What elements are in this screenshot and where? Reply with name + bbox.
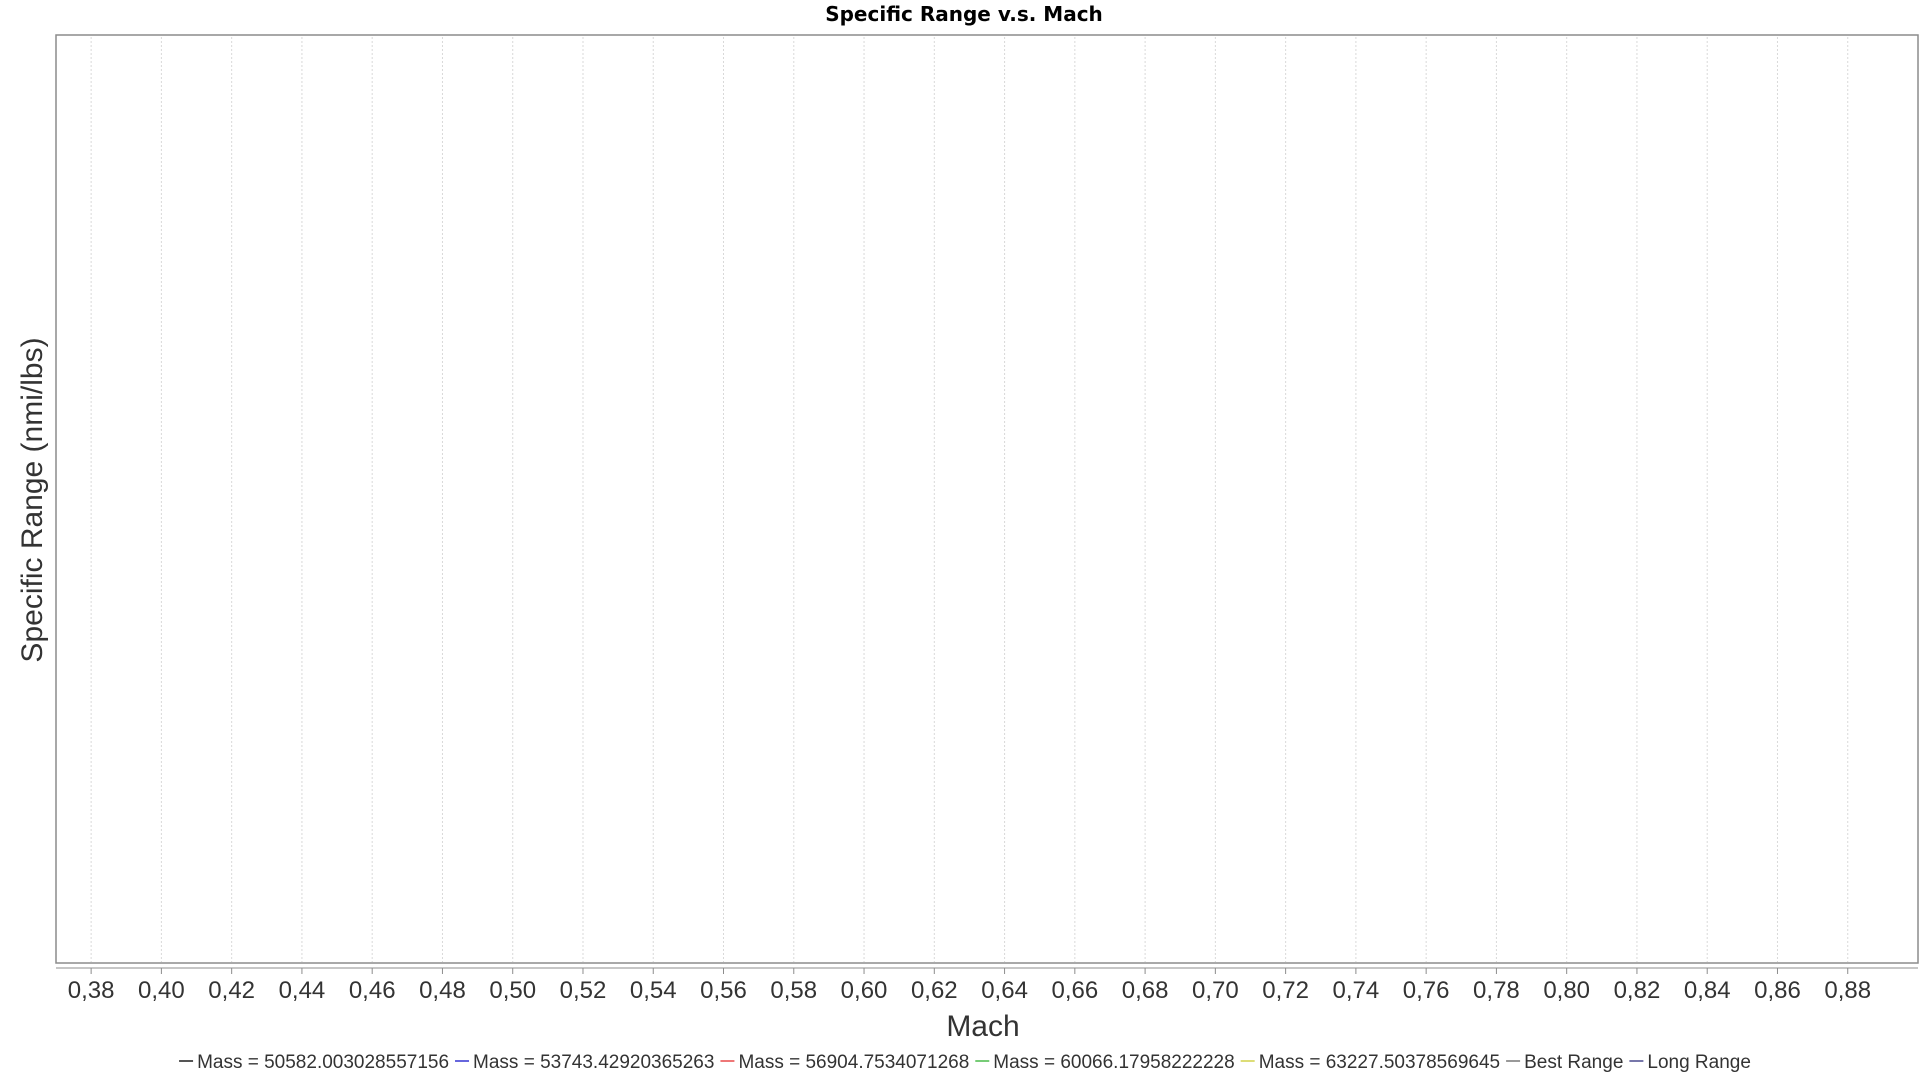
x-axis-ticks: 0,38 0,40 0,42 0,44 0,46 0,48 0,50 0,52 0,54 0,56… <box>68 968 1871 1004</box>
x-tick-label: 0,88 <box>1824 977 1871 1004</box>
legend-item: Long Range <box>1629 1052 1751 1073</box>
legend-item: Mass = 60066.17958222228 <box>975 1052 1235 1073</box>
plot-area <box>55 34 1919 964</box>
legend-item: Mass = 56904.7534071268 <box>720 1052 969 1073</box>
legend-label: Mass = 53743.42920365263 <box>473 1052 714 1073</box>
x-tick-label: 0,86 <box>1754 977 1801 1004</box>
legend-label: Mass = 60066.17958222228 <box>993 1052 1234 1073</box>
x-tick-label: 0,72 <box>1262 977 1309 1004</box>
x-tick-label: 0,54 <box>630 977 677 1004</box>
x-tick-label: 0,70 <box>1192 977 1239 1004</box>
legend-item: Mass = 63227.50378569645 <box>1240 1052 1500 1073</box>
x-tick-label: 0,80 <box>1543 977 1590 1004</box>
legend-label: Mass = 56904.7534071268 <box>738 1052 969 1073</box>
x-tick-label: 0,56 <box>700 977 747 1004</box>
x-tick-label: 0,82 <box>1614 977 1661 1004</box>
x-tick-label: 0,48 <box>419 977 466 1004</box>
x-tick-label: 0,64 <box>981 977 1028 1004</box>
x-tick-label: 0,46 <box>349 977 396 1004</box>
legend-label: Mass = 63227.50378569645 <box>1259 1052 1500 1073</box>
x-tick-label: 0,76 <box>1403 977 1450 1004</box>
x-tick-label: 0,40 <box>138 977 185 1004</box>
x-tick-label: 0,50 <box>489 977 536 1004</box>
x-tick-label: 0,68 <box>1122 977 1169 1004</box>
chart-title: Specific Range v.s. Mach <box>825 2 1103 26</box>
x-tick-label: 0,78 <box>1473 977 1520 1004</box>
x-tick-label: 0,66 <box>1051 977 1098 1004</box>
x-tick-label: 0,44 <box>279 977 326 1004</box>
y-axis-label: Specific Range (nmi/lbs) <box>16 337 49 662</box>
legend: Mass = 50582.003028557156 Mass = 53743.42… <box>179 1052 1751 1073</box>
x-tick-label: 0,62 <box>911 977 958 1004</box>
legend-item: Best Range <box>1506 1052 1623 1073</box>
x-tick-label: 0,38 <box>68 977 115 1004</box>
legend-label: Best Range <box>1524 1052 1623 1073</box>
x-tick-label: 0,58 <box>770 977 817 1004</box>
legend-item: Mass = 50582.003028557156 <box>179 1052 449 1073</box>
legend-label: Mass = 50582.003028557156 <box>197 1052 449 1073</box>
x-tick-label: 0,74 <box>1333 977 1380 1004</box>
x-axis-label: Mach <box>946 1010 1019 1043</box>
legend-label: Long Range <box>1647 1052 1751 1073</box>
x-tick-label: 0,60 <box>841 977 888 1004</box>
legend-item: Mass = 53743.42920365263 <box>455 1052 714 1073</box>
x-tick-label: 0,52 <box>560 977 607 1004</box>
x-tick-label: 0,84 <box>1684 977 1731 1004</box>
x-tick-label: 0,42 <box>208 977 255 1004</box>
